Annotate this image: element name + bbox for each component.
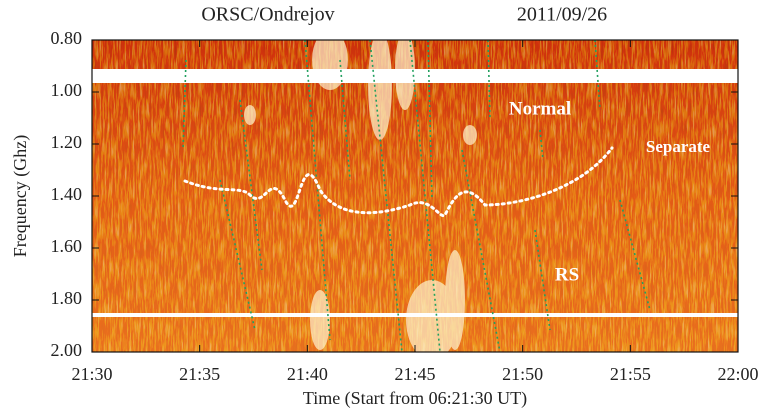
interference-band bbox=[92, 313, 738, 317]
y-tick-label: 1.40 bbox=[51, 184, 83, 204]
interference-band bbox=[92, 69, 738, 83]
y-tick-label: 1.80 bbox=[51, 288, 83, 308]
date-label: 2011/09/26 bbox=[517, 4, 607, 26]
y-tick-label: 1.00 bbox=[51, 80, 83, 100]
x-tick-label: 21:55 bbox=[610, 364, 651, 384]
x-tick-label: 21:30 bbox=[71, 364, 112, 384]
y-tick-label: 2.00 bbox=[51, 340, 83, 360]
y-tick-label: 1.20 bbox=[51, 132, 83, 152]
y-tick-label: 0.80 bbox=[51, 28, 83, 48]
spectrogram-image bbox=[92, 40, 738, 352]
annotation: Normal bbox=[509, 98, 571, 119]
x-tick-label: 21:40 bbox=[287, 364, 328, 384]
x-tick-label: 22:00 bbox=[717, 364, 758, 384]
y-tick-label: 1.60 bbox=[51, 236, 83, 256]
x-axis-label: Time (Start from 06:21:30 UT) bbox=[303, 388, 527, 409]
drift-lines bbox=[182, 40, 651, 352]
y-axis-label: Frequency (Ghz) bbox=[10, 135, 31, 257]
separation-curve bbox=[183, 146, 614, 218]
annotation: Separate bbox=[646, 137, 711, 156]
x-tick-label: 21:50 bbox=[502, 364, 543, 384]
x-tick-label: 21:45 bbox=[394, 364, 435, 384]
chart-title: ORSC/Ondrejov bbox=[201, 4, 334, 26]
annotation: RS bbox=[555, 264, 579, 285]
x-tick-label: 21:35 bbox=[179, 364, 220, 384]
